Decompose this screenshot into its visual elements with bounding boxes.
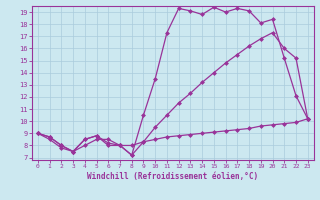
X-axis label: Windchill (Refroidissement éolien,°C): Windchill (Refroidissement éolien,°C) (87, 172, 258, 181)
